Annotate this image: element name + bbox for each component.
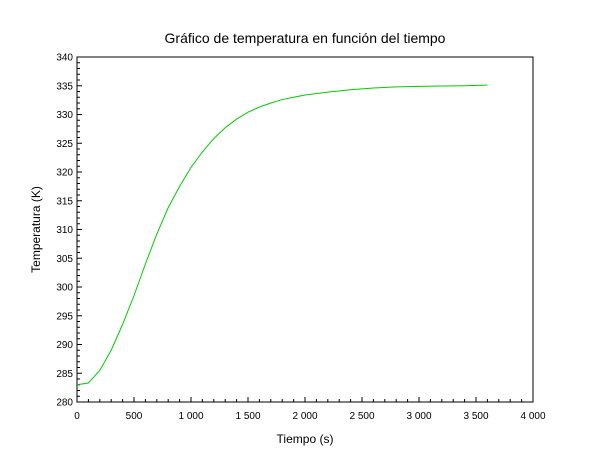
chart-title: Gráfico de temperatura en función del ti… (165, 30, 446, 46)
y-tick-label: 300 (56, 283, 73, 294)
y-tick-label: 285 (56, 369, 73, 380)
y-tick-label: 295 (56, 311, 73, 322)
x-tick-label: 500 (126, 411, 143, 422)
y-tick-label: 325 (56, 139, 73, 150)
x-tick-label: 2 000 (292, 411, 317, 422)
x-tick-label: 1 000 (178, 411, 203, 422)
x-tick-label: 3 500 (463, 411, 488, 422)
y-tick-label: 315 (56, 196, 73, 207)
y-tick-label: 310 (56, 225, 73, 236)
x-tick-label: 3 000 (406, 411, 431, 422)
x-tick-label: 1 500 (235, 411, 260, 422)
x-axis: 0 500 1 000 1 500 2 000 2 500 3 000 3 500 4 000 (74, 397, 546, 422)
y-tick-label: 340 (56, 53, 73, 64)
y-axis-title: Temperatura (K) (29, 186, 43, 273)
y-axis: 280 285 290 295 300 305 310 315 320 325 330 335 340 (56, 53, 82, 409)
y-tick-label: 335 (56, 81, 73, 92)
x-axis-title: Tiempo (s) (277, 432, 334, 446)
temperature-line (76, 84, 488, 386)
y-tick-label: 305 (56, 254, 73, 265)
series-layer (76, 84, 488, 386)
x-tick-label: 4 000 (520, 411, 545, 422)
x-tick-label: 0 (74, 411, 80, 422)
x-tick-label: 2 500 (349, 411, 374, 422)
y-tick-label: 290 (56, 340, 73, 351)
y-tick-label: 330 (56, 110, 73, 121)
plot-area-frame (76, 56, 534, 403)
y-tick-label: 280 (56, 398, 73, 409)
y-tick-label: 320 (56, 168, 73, 179)
